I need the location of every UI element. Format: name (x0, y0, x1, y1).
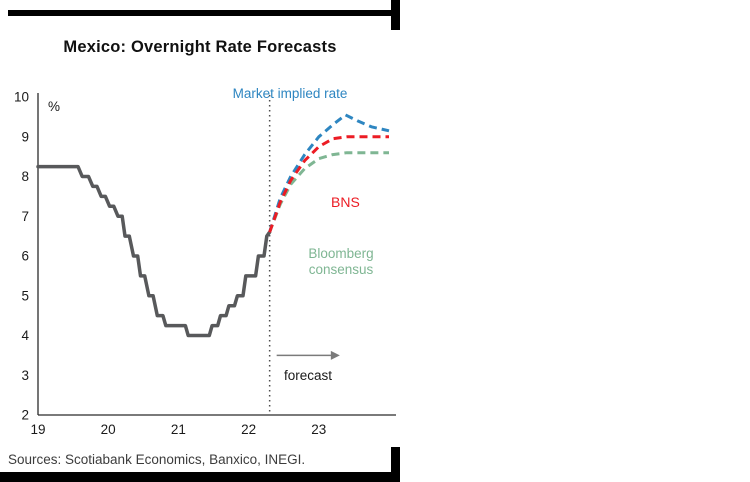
y-tick-label: 3 (21, 368, 29, 383)
y-tick-label: 8 (21, 169, 29, 184)
y-axis-unit-label: % (48, 99, 61, 114)
series-line-market-implied-rate (268, 113, 390, 233)
y-tick-label: 9 (21, 129, 29, 144)
sources-text: Sources: Scotiabank Economics, Banxico, … (8, 452, 306, 467)
right-edge-top-block (391, 0, 400, 30)
y-tick-label: 5 (21, 288, 29, 303)
forecast-arrow-label: forecast (284, 368, 333, 383)
y-tick-label: 2 (21, 408, 29, 423)
x-tick-label: 22 (241, 422, 256, 437)
series-line-historical-overnight-rate (36, 164, 272, 338)
y-tick-label: 7 (21, 209, 29, 224)
x-tick-label: 23 (311, 422, 326, 437)
y-tick-label: 6 (21, 249, 29, 264)
right-edge-bottom-block (391, 447, 400, 482)
annotation-bns: BNS (331, 194, 360, 210)
series-line-bns (268, 135, 389, 233)
x-tick-label: 19 (30, 422, 45, 437)
x-tick-label: 21 (171, 422, 186, 437)
series-line-bloomberg-consensus (268, 151, 389, 233)
forecast-arrowhead (330, 350, 340, 360)
y-tick-label: 4 (21, 328, 29, 343)
bottom-border-bar (0, 472, 391, 482)
top-border-bar (8, 10, 391, 16)
y-tick-label: 10 (14, 90, 29, 105)
chart-title: Mexico: Overnight Rate Forecasts (63, 38, 337, 56)
annotation-bloomberg-consensus: Bloomberg consensus (308, 246, 374, 277)
annotation-market-implied-rate: Market implied rate (232, 86, 348, 101)
x-tick-label: 20 (101, 422, 116, 437)
